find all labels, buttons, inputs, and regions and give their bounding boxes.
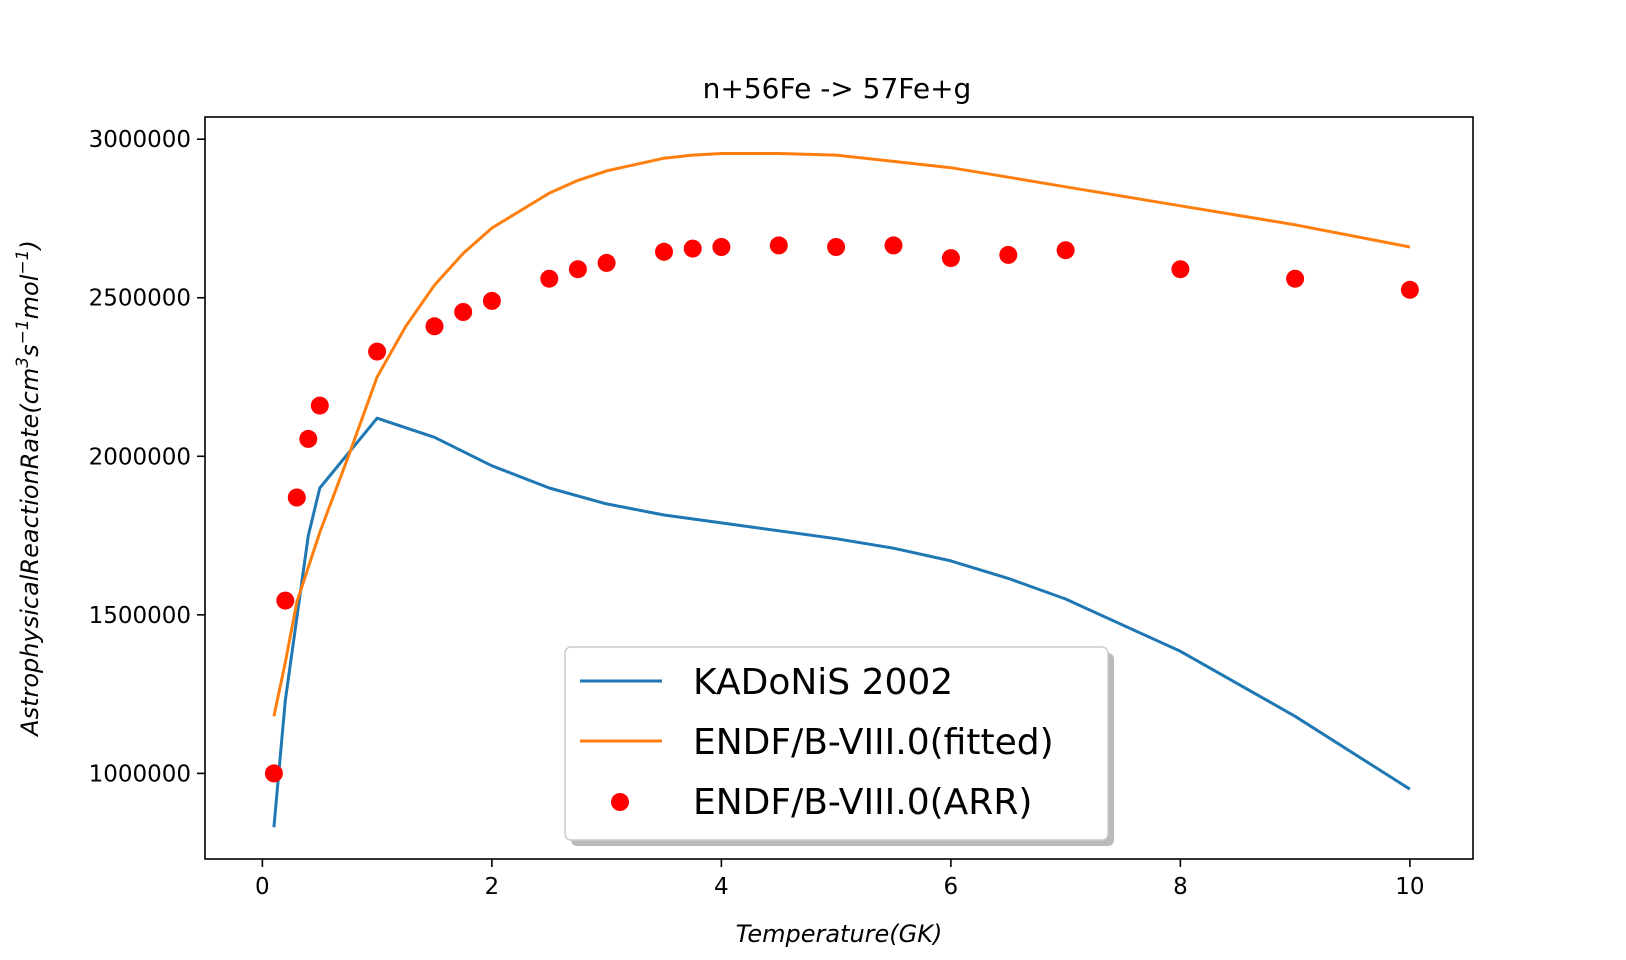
x-tick-label: 8 [1173,874,1188,900]
plot-frame [204,116,1474,860]
y-tick-label: 1500000 [89,603,191,629]
data-point [884,236,903,255]
legend-label-kadonis: KADoNiS 2002 [693,662,953,703]
data-point [454,303,473,321]
data-point [425,317,444,336]
y-axis: 1000000 1500000 2000000 2500000 3000000 [89,127,205,787]
y-tick-label: 3000000 [89,127,191,153]
x-tick-label: 2 [485,874,500,900]
data-point [655,242,673,261]
series-line-1 [272,152,1411,717]
data-point [1400,280,1419,299]
y-tick-label: 2500000 [89,286,191,312]
legend-box [564,646,1109,841]
legend-label-endf-arr: ENDF/B-VIII.0(ARR) [693,782,1032,823]
legend-swatch-endf-arr [611,793,629,811]
series-layer [264,152,1419,828]
legend-label-endf-fitted: ENDF/B-VIII.0(fitted) [693,722,1054,763]
data-point [1171,260,1190,279]
data-point [264,764,283,783]
data-point [597,253,616,272]
series-line-0 [272,416,1411,828]
x-axis-label: Temperature(GK) [736,920,943,948]
y-tick-label: 2000000 [89,444,191,470]
plot-area [264,152,1419,828]
chart-title: n+56Fe -> 57Fe+g [703,72,972,105]
data-point [568,260,587,279]
data-point [482,291,501,310]
data-point [941,249,960,268]
data-point [827,238,846,256]
x-tick-label: 0 [255,874,270,900]
data-point [540,269,559,288]
data-point [999,245,1018,264]
data-point [310,396,329,415]
y-axis-label: AstrophysicalReactionRate(cm3s−1mol−1) [13,240,44,738]
data-point [287,488,306,507]
data-point [683,239,702,258]
data-point [769,236,788,255]
y-tick-label: 1000000 [89,761,191,787]
x-tick-label: 4 [714,874,729,900]
data-point [1286,269,1305,288]
x-axis: 0 2 4 6 8 10 [255,859,1425,900]
legend: KADoNiS 2002 ENDF/B-VIII.0(fitted) ENDF/… [564,646,1114,846]
data-point [299,429,318,448]
x-tick-label: 10 [1395,874,1424,900]
x-tick-label: 6 [944,874,959,900]
data-point [368,342,387,361]
data-point [276,591,295,610]
data-point [1056,241,1075,260]
data-point [712,238,731,256]
